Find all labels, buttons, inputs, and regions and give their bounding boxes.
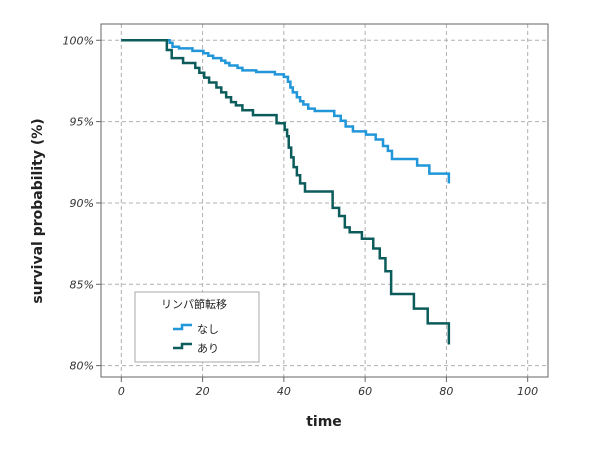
- ticks-layer: 0 20 40 60 80 100 80% 85% 90% 95% 100%: [63, 34, 539, 398]
- legend-swatch: [173, 323, 192, 331]
- y-tick-label: 80%: [70, 360, 94, 373]
- y-tick-label: 100%: [63, 34, 94, 47]
- y-axis-title: survival probability (%): [30, 118, 46, 303]
- legend-box: [134, 291, 260, 363]
- x-tick-label: 0: [118, 385, 125, 398]
- x-tick-label: 100: [517, 385, 538, 398]
- survival-curve-none: [121, 39, 451, 184]
- x-tick-label: 80: [439, 385, 453, 398]
- y-tick-label: 90%: [70, 197, 94, 210]
- x-tick-label: 60: [358, 385, 372, 398]
- series-layer: [121, 39, 451, 345]
- x-tick-label: 20: [196, 385, 210, 398]
- legend-swatch: [173, 342, 192, 350]
- grid-layer: [101, 24, 548, 377]
- legend-label: あり: [197, 342, 219, 355]
- x-axis-title: time: [306, 414, 342, 430]
- plot-frame: [100, 23, 549, 378]
- y-tick-label: 95%: [70, 116, 94, 129]
- x-tick-label: 40: [277, 385, 291, 398]
- legend-label: なし: [197, 323, 219, 336]
- y-tick-label: 85%: [70, 278, 94, 291]
- survival-curve-present: [121, 39, 451, 345]
- legend-title: リンパ節転移: [161, 297, 227, 311]
